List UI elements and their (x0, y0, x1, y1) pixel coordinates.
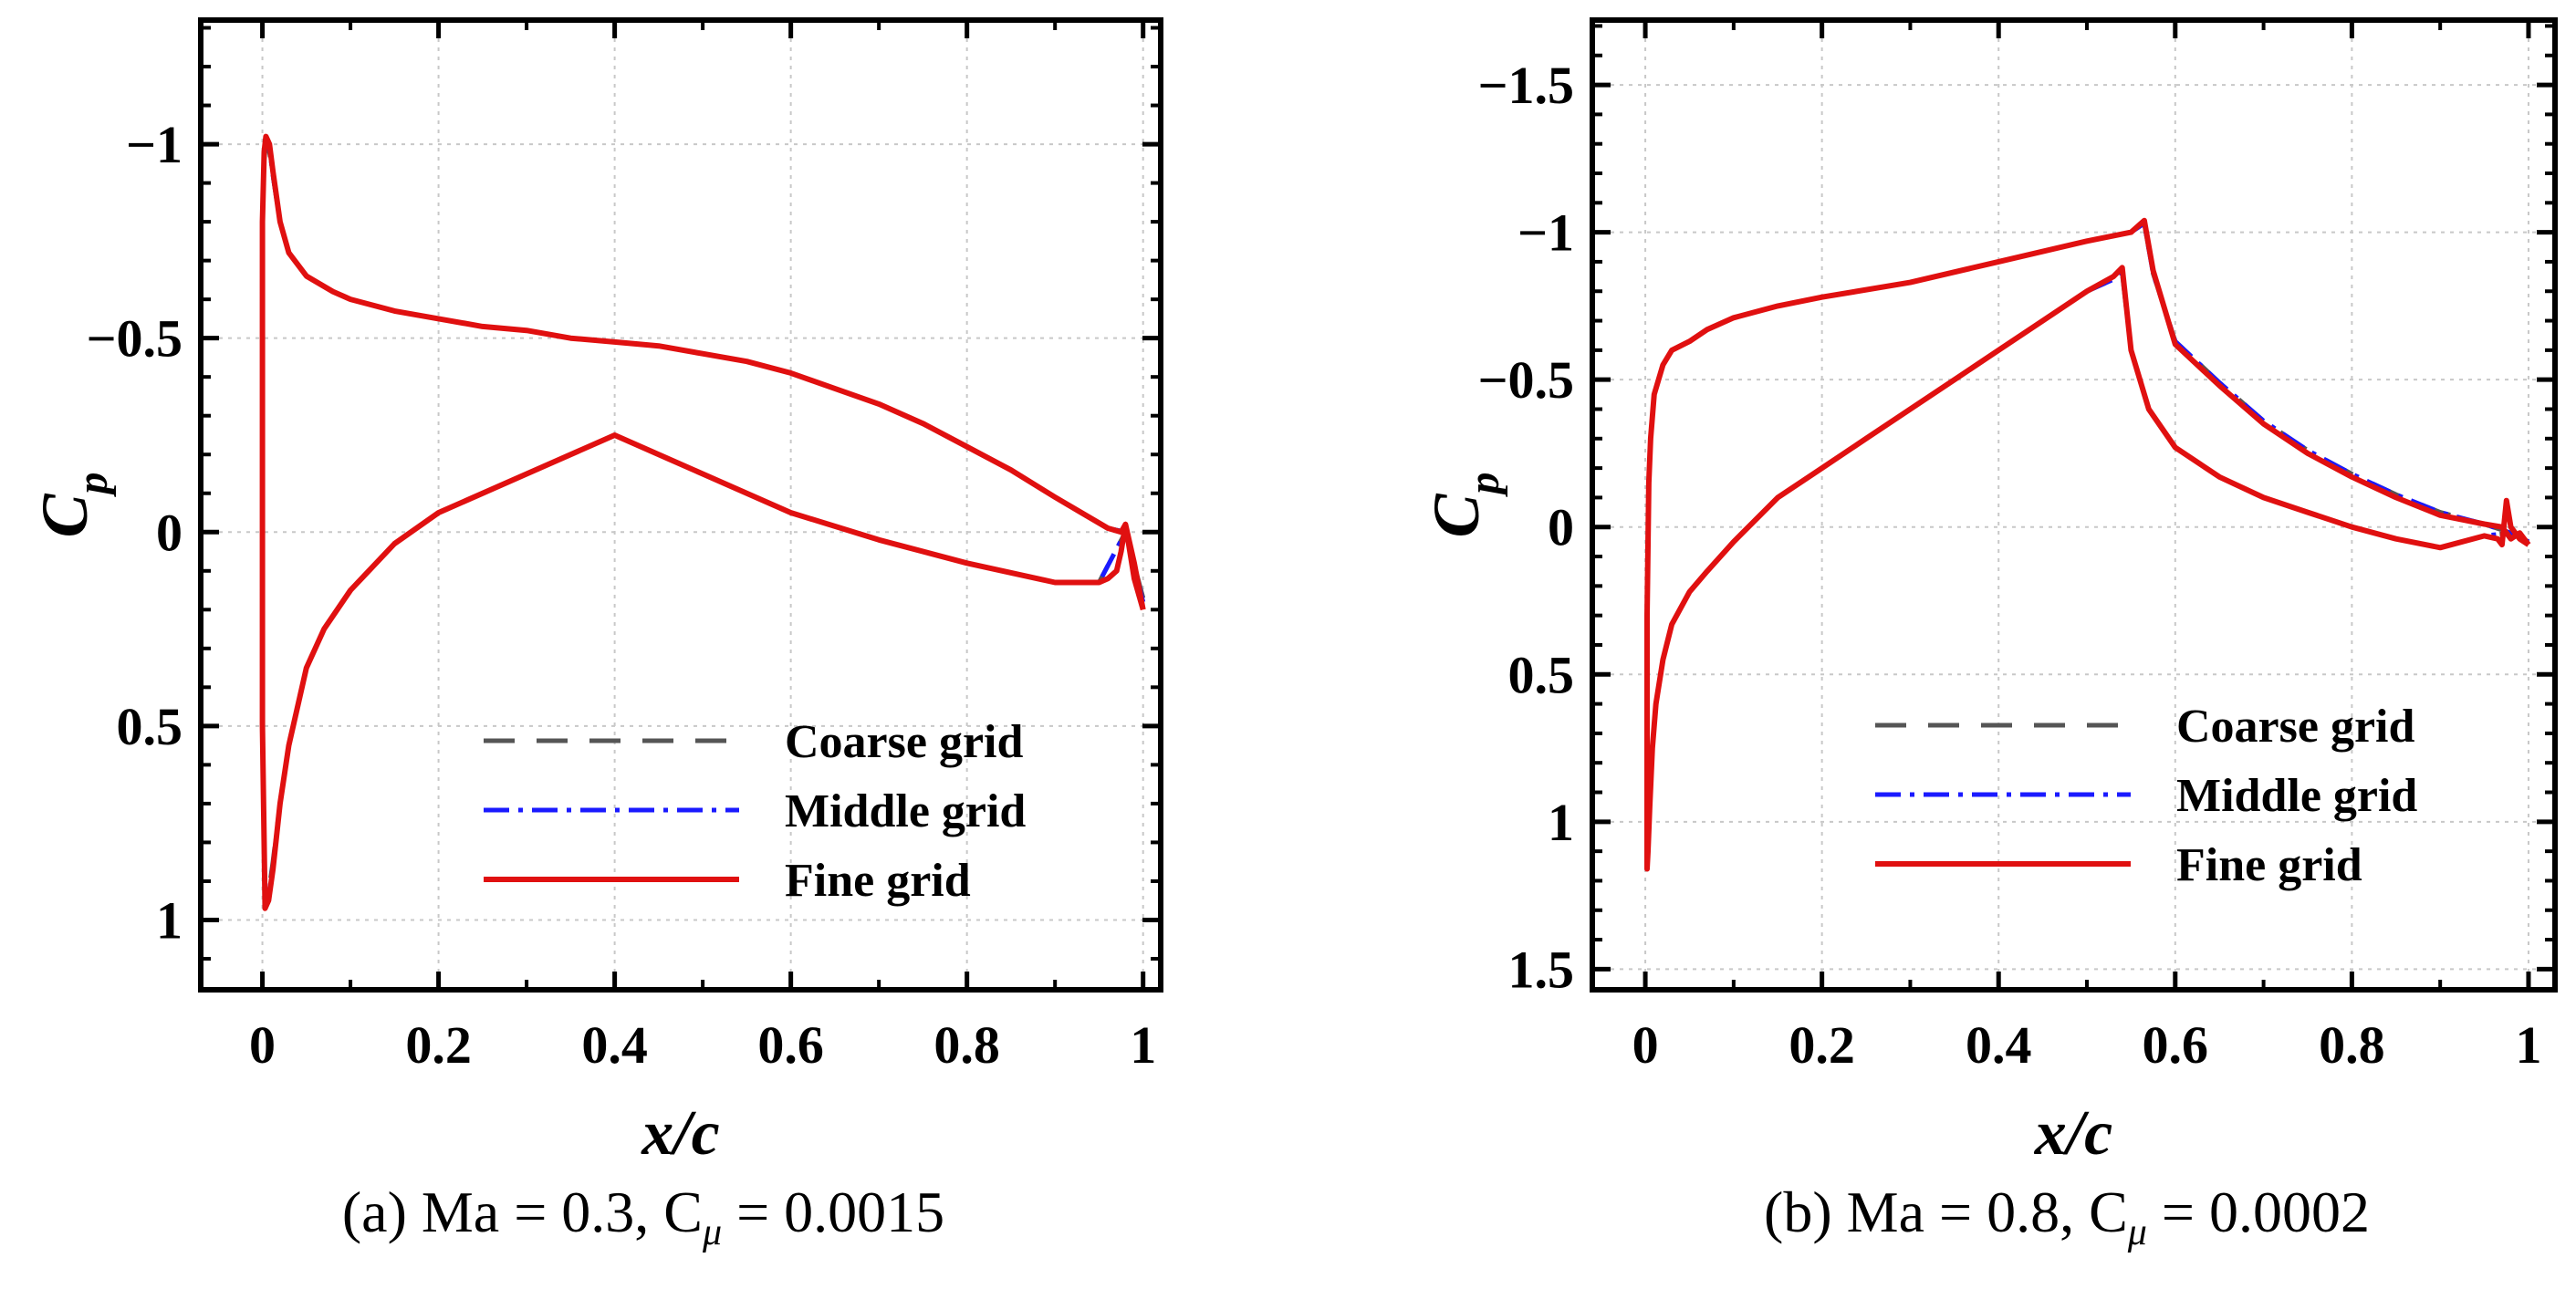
x-tick-label: 0.2 (1789, 1015, 1855, 1075)
y-tick-label: −0.5 (1477, 350, 1574, 410)
x-tick-label: 0 (249, 1015, 276, 1075)
plot-frame (198, 17, 1163, 993)
y-tick-label: 1 (1548, 793, 1574, 852)
legend-label: Coarse grid (2176, 701, 2414, 753)
y-axis-label-main: C (1420, 494, 1493, 538)
x-tick-label: 0.6 (757, 1015, 824, 1075)
y-tick-label: −1 (126, 115, 183, 174)
legend-label: Middle grid (2176, 770, 2417, 822)
y-tick-label: 0 (156, 503, 183, 562)
series-line-coarse-grid (1644, 221, 2530, 863)
x-axis-label: x/c (641, 1098, 720, 1169)
caption-b: (b) Ma = 0.8, Cμ = 0.0002 (1764, 1180, 2370, 1253)
x-tick-label: 0.4 (1966, 1015, 2032, 1075)
y-axis-label: Cp (1420, 472, 1508, 537)
x-tick-label: 0.8 (933, 1015, 1000, 1075)
y-axis-label-sub: p (1460, 472, 1508, 497)
panel-a: 0 0.2 0.4 0.6 0.8 1 −1 −0.5 0 0.5 1 x/c Cp Coarse gri… (28, 17, 1163, 1169)
x-tick-label: 0.4 (581, 1015, 648, 1075)
series-line-fine-grid (1644, 217, 2531, 872)
y-axis-label-main: C (28, 494, 101, 538)
x-tick-label: 0.2 (405, 1015, 472, 1075)
x-axis-label: x/c (2034, 1098, 2113, 1169)
y-tick-label: −1.5 (1477, 56, 1574, 115)
caption-a: (a) Ma = 0.3, Cμ = 0.0015 (342, 1180, 944, 1253)
panel-b: 0 0.2 0.4 0.6 0.8 1 −1.5 −1 −0.5 0 0.5 1 1.5 x/c Cp Coa… (1420, 17, 2558, 1169)
x-tick-label: 0.8 (2319, 1015, 2385, 1075)
y-tick-label: 1.5 (1508, 940, 1575, 999)
y-tick-label: 0.5 (117, 697, 183, 756)
legend-label: Coarse grid (785, 716, 1023, 768)
legend-label: Middle grid (785, 785, 1026, 837)
y-axis-label: Cp (28, 472, 117, 537)
y-axis-label-sub: p (68, 472, 117, 497)
plot-frame (1590, 17, 2558, 993)
x-tick-label: 0.6 (2143, 1015, 2209, 1075)
legend-label: Fine grid (2176, 839, 2362, 891)
x-tick-label: 1 (2515, 1015, 2541, 1075)
y-tick-label: 0.5 (1508, 645, 1575, 704)
legend-label: Fine grid (785, 855, 971, 907)
series-line-fine-grid (259, 133, 1146, 911)
y-tick-label: −0.5 (86, 309, 183, 369)
y-tick-label: 0 (1548, 498, 1574, 557)
x-tick-label: 1 (1130, 1015, 1156, 1075)
x-tick-label: 0 (1632, 1015, 1659, 1075)
y-tick-label: 1 (156, 890, 183, 950)
series-line-middle-grid (1644, 221, 2530, 866)
y-tick-label: −1 (1517, 203, 1574, 263)
